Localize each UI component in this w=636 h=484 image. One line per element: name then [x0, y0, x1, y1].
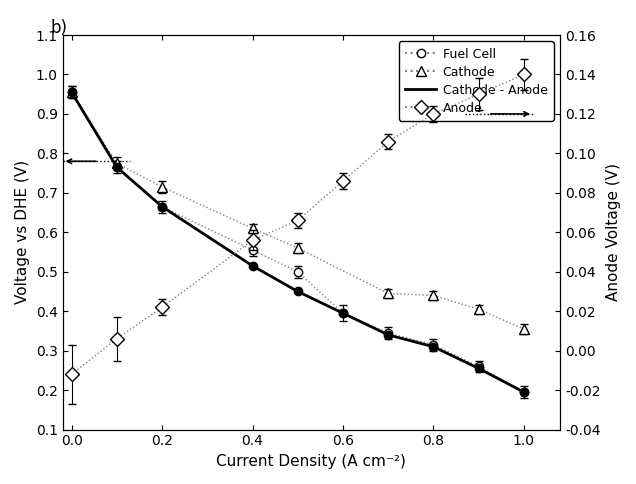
Y-axis label: Voltage vs DHE (V): Voltage vs DHE (V) [15, 160, 30, 304]
Y-axis label: Anode Voltage (V): Anode Voltage (V) [606, 163, 621, 302]
X-axis label: Current Density (A cm⁻²): Current Density (A cm⁻²) [216, 454, 406, 469]
Text: b): b) [51, 19, 68, 37]
Legend: Fuel Cell, Cathode, Cathode - Anode, Anode: Fuel Cell, Cathode, Cathode - Anode, Ano… [399, 41, 554, 121]
